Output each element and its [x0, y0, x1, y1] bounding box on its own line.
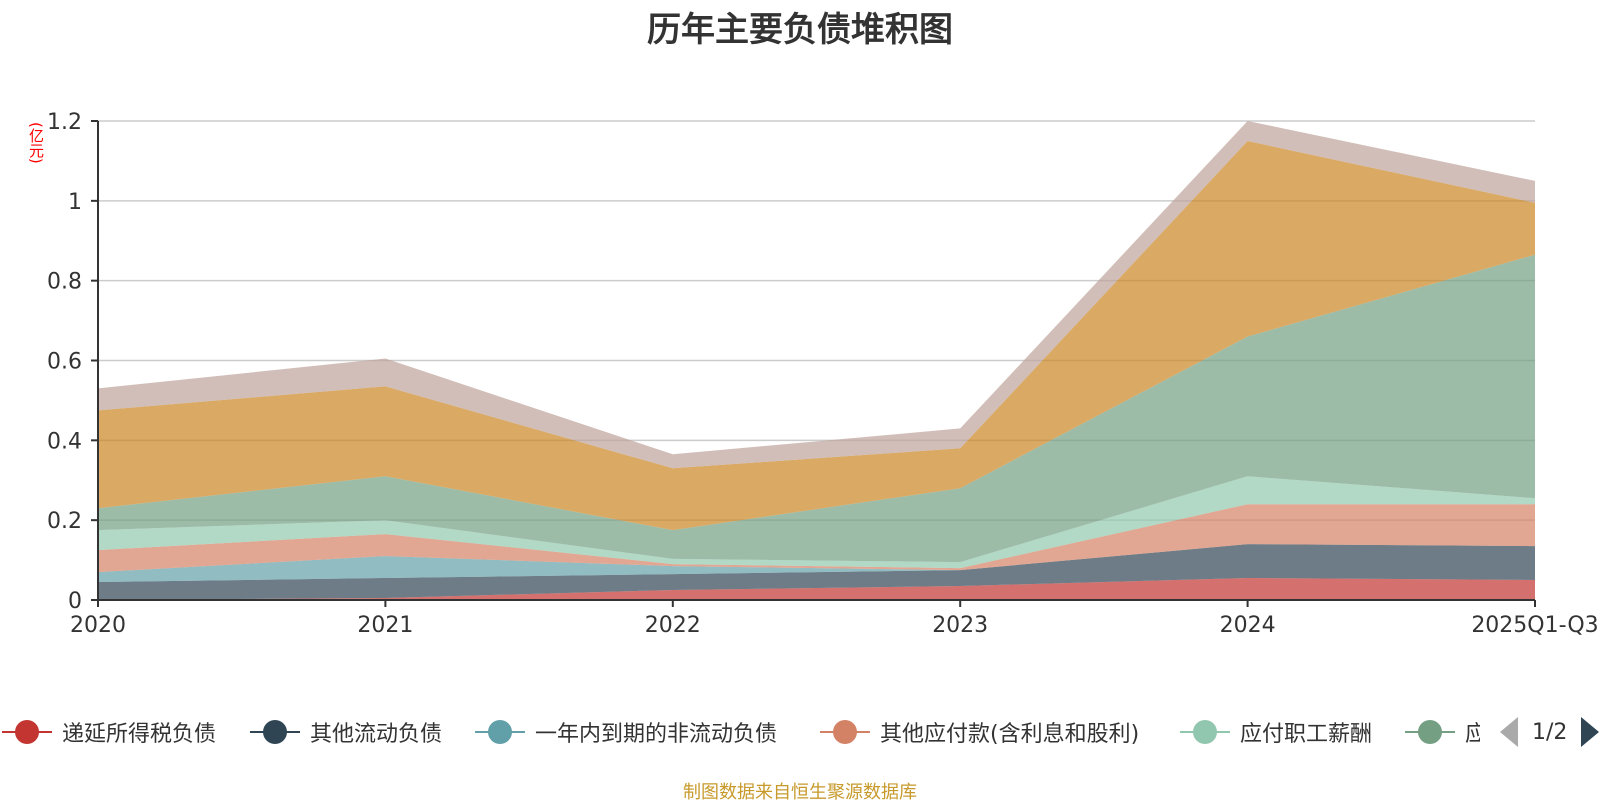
legend-prev-page-icon[interactable] — [1500, 717, 1518, 747]
legend: 递延所得税负债 其他流动负债 一年内到期的非流动负债 其他应付款(含利息和股利) 应付职… — [0, 712, 1480, 752]
x-tick-label: 2024 — [1220, 613, 1276, 638]
legend-item[interactable]: 应付职工薪酬 — [1180, 712, 1372, 752]
x-tick-label: 2023 — [932, 613, 988, 638]
area-series-2 — [98, 544, 1535, 582]
legend-label: 递延所得税负债 — [62, 722, 217, 747]
area-series-0 — [98, 578, 1535, 600]
legend-marker-icon — [2, 717, 52, 747]
area-series-7 — [98, 121, 1535, 469]
legend-marker-icon — [1405, 717, 1455, 747]
y-tick-label: 0.8 — [47, 270, 82, 295]
legend-label: 应付账款 — [1465, 722, 1480, 747]
y-tick-label: 0.4 — [47, 429, 82, 454]
legend-page-indicator: 1/2 — [1532, 719, 1568, 745]
x-tick-label: 2022 — [645, 613, 701, 638]
area-series-4 — [98, 476, 1535, 569]
y-tick-label: 0.2 — [47, 509, 82, 534]
stacked-area-chart: 0 0.2 0.4 0.6 0.8 1 1.2 2020 2021 2022 2023 2024 202… — [47, 110, 1599, 638]
legend-label: 其他应付款(含利息和股利) — [880, 722, 1140, 747]
area-series-6 — [98, 141, 1535, 531]
legend-label: 应付职工薪酬 — [1240, 722, 1373, 747]
legend-label: 其他流动负债 — [310, 722, 443, 747]
legend-item[interactable]: 递延所得税负债 — [2, 712, 216, 752]
data-source-note: 制图数据来自恒生聚源数据库 — [683, 782, 917, 803]
legend-next-page-icon[interactable] — [1581, 717, 1600, 747]
area-series-5 — [98, 254, 1535, 563]
x-tick-label: 2025Q1-Q3 — [1471, 613, 1598, 638]
area-series-1 — [98, 544, 1535, 600]
y-tick-label: 1.2 — [47, 110, 82, 135]
legend-label: 一年内到期的非流动负债 — [535, 722, 778, 747]
legend-item[interactable]: 其他应付款(含利息和股利) — [820, 712, 1139, 752]
x-tick-label: 2021 — [357, 613, 413, 638]
y-tick-label: 1 — [68, 190, 82, 215]
y-axis-unit: (亿元) — [27, 122, 45, 164]
legend-pager: 1/2 — [1500, 712, 1600, 752]
legend-marker-icon — [1180, 717, 1230, 747]
legend-item[interactable]: 一年内到期的非流动负债 — [475, 712, 777, 752]
legend-item[interactable]: 应付账款 — [1405, 712, 1480, 752]
legend-marker-icon — [820, 717, 870, 747]
x-tick-label: 2020 — [70, 613, 126, 638]
area-series-3 — [98, 504, 1535, 573]
legend-marker-icon — [475, 717, 525, 747]
legend-marker-icon — [250, 717, 300, 747]
chart-title: 历年主要负债堆积图 — [647, 10, 953, 50]
y-tick-label: 0.6 — [47, 350, 82, 375]
y-tick-label: 0 — [68, 589, 82, 614]
legend-item[interactable]: 其他流动负债 — [250, 712, 442, 752]
